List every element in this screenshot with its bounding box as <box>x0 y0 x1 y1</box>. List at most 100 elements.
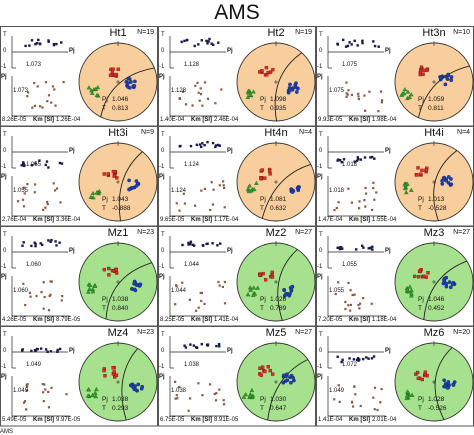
t-point <box>346 44 350 48</box>
pj-point <box>26 95 29 98</box>
t-point <box>30 164 34 167</box>
t-point <box>21 349 24 352</box>
k2-triangle <box>93 394 98 399</box>
t-point <box>339 159 342 162</box>
t-point <box>198 143 202 146</box>
pj-axis-name: Pj <box>227 348 233 354</box>
t-point <box>22 164 26 168</box>
great-circle <box>267 359 309 421</box>
k2-triangle <box>90 289 96 294</box>
k2-triangle <box>92 283 98 288</box>
km-axis-label: Km [SI] <box>349 417 370 423</box>
pj-axis-name: Pj <box>227 48 233 54</box>
pj-point <box>59 201 62 204</box>
km-min-label: 7.20E-05 <box>318 317 343 323</box>
pj-point <box>372 396 375 399</box>
k2-triangle <box>95 85 101 90</box>
km-max-label: 1.55E-04 <box>372 217 397 223</box>
t-point <box>38 42 41 45</box>
t-bottom-label: -1 <box>1 264 7 270</box>
t-text: T <box>102 305 106 312</box>
pj-point <box>49 280 52 283</box>
t-value: -0.528 <box>428 205 447 212</box>
t-value: -0.526 <box>428 405 447 412</box>
pj-point <box>197 91 200 94</box>
t-zero-label: 0 <box>3 148 7 154</box>
t-point <box>353 160 356 163</box>
k3-circle <box>284 292 288 296</box>
pj-max-label: 1.124 <box>184 162 200 168</box>
k2-triangle <box>403 183 408 188</box>
km-max-label: 2.46E-04 <box>214 117 239 123</box>
k3-circle <box>126 76 131 81</box>
k3-circle <box>449 75 454 79</box>
k2-triangle <box>409 293 414 298</box>
k3-circle <box>130 186 135 190</box>
pj-axis-name: Pj <box>69 348 75 354</box>
k3-circle <box>136 382 141 387</box>
t-point <box>210 42 213 45</box>
k2-triangle <box>400 91 405 96</box>
pj-point <box>42 208 45 211</box>
k2-triangle <box>246 188 252 194</box>
t-top-label: T <box>3 132 7 138</box>
pj-point <box>347 304 350 307</box>
k1-square <box>271 372 275 376</box>
t-point <box>50 238 53 242</box>
t-value: 0.935 <box>270 105 287 112</box>
pj-point <box>31 106 34 109</box>
t-point <box>203 144 206 147</box>
pj-point <box>214 399 218 402</box>
k3-circle <box>129 80 133 84</box>
t-point <box>340 360 343 364</box>
t-point <box>353 39 356 42</box>
km-axis-label: Km [SI] <box>191 417 212 423</box>
panel-mz4: Mz4 N=23 T 0 -1 Pj 1.049 Pj 1.049 5.49E-05 Km [SI]… <box>0 326 158 429</box>
pj-axis-label: Pj <box>159 74 165 80</box>
t-point <box>189 144 193 148</box>
pj-point <box>350 201 353 204</box>
pj-point <box>181 281 184 284</box>
t-top-label: T <box>319 332 323 338</box>
pj-point <box>203 81 207 84</box>
t-point <box>47 40 50 43</box>
t-point <box>365 356 368 359</box>
panel-name: Ht4n <box>264 127 288 139</box>
t-point <box>373 44 377 48</box>
k3-circle <box>442 175 447 180</box>
k1-square <box>258 366 262 370</box>
t-point <box>58 161 62 165</box>
pj-point <box>55 187 59 190</box>
panel-name: Mz1 <box>107 227 129 239</box>
k3-circle <box>452 380 457 384</box>
k1-square <box>265 73 269 77</box>
pj-point <box>210 181 213 184</box>
sample-count: N=4 <box>298 129 312 136</box>
panel-ht4i: Ht4i N=4 T 0 -1 Pj 1.018 Pj 1.018 1.47E-04 Km [SI]… <box>316 126 474 229</box>
k3-circle <box>444 275 449 280</box>
k2-triangle <box>254 180 259 185</box>
great-circle <box>434 347 453 420</box>
pj-point <box>50 101 53 104</box>
panel-name: Mz4 <box>107 327 129 339</box>
t-point <box>181 243 184 247</box>
k1-square <box>263 369 267 374</box>
t-top-label: T <box>161 232 165 238</box>
pj-point <box>209 208 212 212</box>
pj-text: Pj <box>260 196 266 203</box>
k2-triangle <box>241 394 247 399</box>
t-point <box>355 248 358 251</box>
pj-axis-label: Pj <box>1 174 7 180</box>
pj-point <box>333 398 336 401</box>
sample-count: N=27 <box>295 329 312 336</box>
pj-point <box>347 89 350 92</box>
t-bottom-label: -1 <box>159 164 165 170</box>
t-point <box>183 39 186 43</box>
panel-name: Mz6 <box>423 327 445 339</box>
pj-point <box>184 103 188 106</box>
t-point <box>44 163 47 167</box>
t-point <box>216 244 219 247</box>
km-axis-label: Km [SI] <box>349 217 370 223</box>
great-circle <box>417 65 470 118</box>
pj-point <box>380 101 383 104</box>
